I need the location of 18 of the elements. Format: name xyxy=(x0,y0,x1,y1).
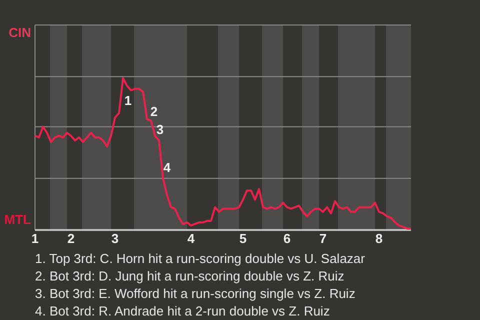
x-tick-label: 7 xyxy=(319,231,327,246)
x-tick-label: 8 xyxy=(375,231,383,246)
x-tick-label: 6 xyxy=(283,231,291,246)
x-tick-label: 4 xyxy=(187,231,196,246)
text: 3. Bot 3rd: E. Wofford hit a run-scoring single vs Z. Ruiz xyxy=(35,286,356,301)
annotation: 3 xyxy=(156,122,164,137)
x-tick-label: 5 xyxy=(239,231,247,246)
x-tick-label: 2 xyxy=(67,231,75,246)
x-tick-label: 3 xyxy=(111,231,119,246)
text: CIN xyxy=(8,25,31,40)
text: MTL xyxy=(4,212,32,227)
text: 2. Bot 3rd: D. Jung hit a run-scoring double vs Z. Ruiz xyxy=(35,268,344,284)
annotation: 2 xyxy=(150,104,158,119)
annotation: 1 xyxy=(124,93,132,108)
x-tick-label: 1 xyxy=(31,231,39,246)
annotation: 4 xyxy=(163,160,172,175)
text: 1. Top 3rd: C. Horn hit a run-scoring double vs U. Salazar xyxy=(35,251,366,266)
text: 4. Bot 3rd: R. Andrade hit a 2-run double vs Z. Ruiz xyxy=(35,304,330,318)
